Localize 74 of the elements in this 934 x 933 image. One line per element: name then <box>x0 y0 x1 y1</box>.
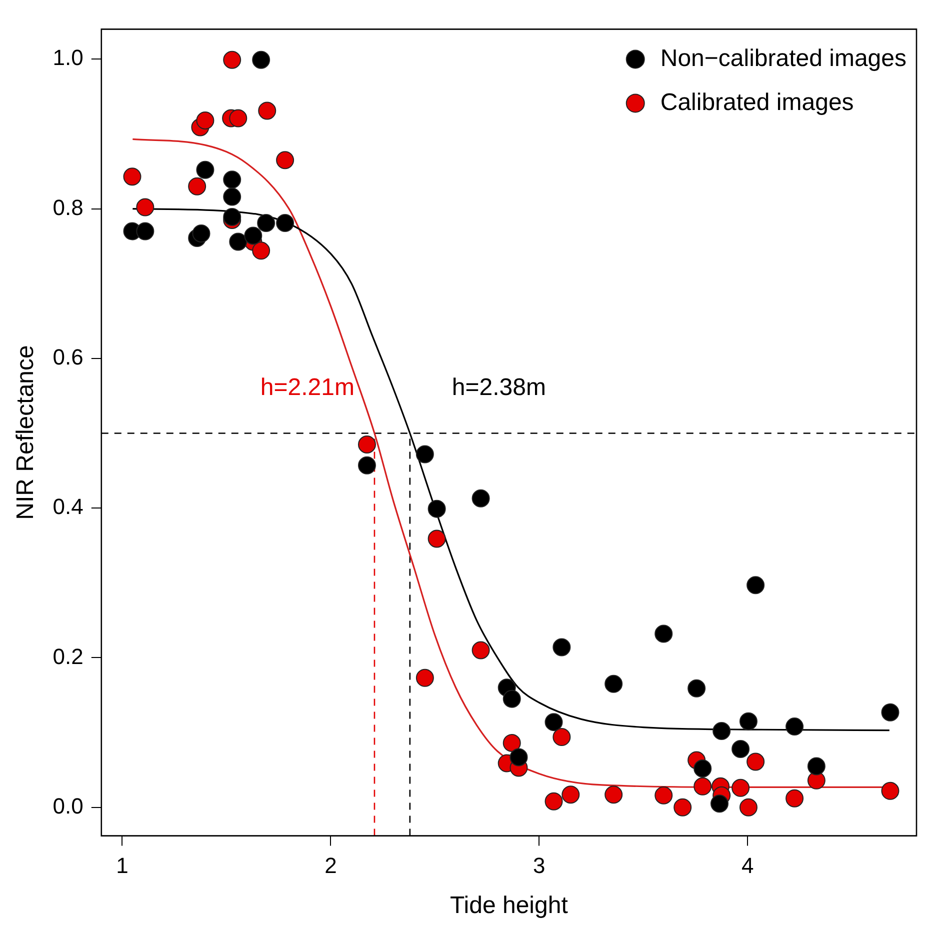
legend-label: Non−calibrated images <box>660 44 906 72</box>
x-axis-title: Tide height <box>450 892 568 920</box>
x-tick-label: 1 <box>116 853 128 878</box>
point <box>712 722 731 740</box>
point <box>192 224 210 242</box>
point <box>562 786 580 804</box>
point <box>136 198 154 216</box>
point <box>223 170 242 189</box>
point <box>746 752 765 771</box>
point <box>276 151 294 170</box>
point <box>196 160 214 179</box>
point <box>358 435 376 454</box>
point <box>807 757 826 776</box>
point <box>739 798 758 816</box>
point <box>552 728 571 746</box>
point <box>604 674 623 693</box>
point <box>229 232 248 251</box>
point <box>428 500 446 518</box>
point <box>123 168 142 186</box>
y-tick-label: 0.4 <box>52 494 84 520</box>
y-tick-label: 1.0 <box>52 45 84 70</box>
point <box>257 214 276 232</box>
point <box>739 712 758 730</box>
point <box>881 782 900 800</box>
point <box>688 679 706 698</box>
point <box>229 109 248 128</box>
point <box>502 734 521 752</box>
point <box>223 208 242 226</box>
y-tick-label: 0.8 <box>52 194 84 220</box>
point <box>694 759 712 778</box>
point <box>188 177 206 196</box>
point <box>544 713 563 732</box>
point <box>552 638 571 656</box>
point <box>786 789 804 808</box>
point <box>416 445 434 464</box>
point <box>358 456 376 474</box>
point <box>244 226 262 245</box>
point <box>223 50 242 69</box>
y-tick-label: 0.2 <box>52 644 84 669</box>
point <box>654 786 673 804</box>
point <box>416 668 434 687</box>
point <box>136 222 154 240</box>
point <box>252 242 270 260</box>
point <box>472 489 490 508</box>
y-tick-label: 0.6 <box>52 344 84 370</box>
y-tick-label: 0.0 <box>52 793 84 818</box>
point <box>276 214 294 232</box>
point <box>807 771 826 790</box>
point <box>881 703 900 722</box>
point <box>694 777 712 796</box>
point <box>544 792 563 810</box>
point <box>223 188 242 206</box>
point <box>674 798 692 816</box>
point <box>604 786 623 804</box>
point <box>732 740 750 758</box>
point <box>428 530 446 548</box>
legend-label: Calibrated images <box>660 88 854 116</box>
point <box>746 576 765 594</box>
point <box>472 641 490 660</box>
point <box>510 748 528 766</box>
x-tick-label: 3 <box>533 853 546 878</box>
point <box>786 718 804 736</box>
x-tick-label: 4 <box>742 853 754 878</box>
ref-line-label: h=2.38m <box>452 374 546 401</box>
point <box>654 624 673 643</box>
x-tick-label: 2 <box>324 853 337 878</box>
point <box>732 778 750 797</box>
point <box>502 690 521 708</box>
y-axis-title: NIR Reflectance <box>12 345 40 520</box>
point <box>196 111 214 130</box>
point <box>710 794 728 813</box>
point <box>252 50 270 69</box>
point <box>258 102 276 120</box>
ref-line-label: h=2.21m <box>260 374 354 401</box>
